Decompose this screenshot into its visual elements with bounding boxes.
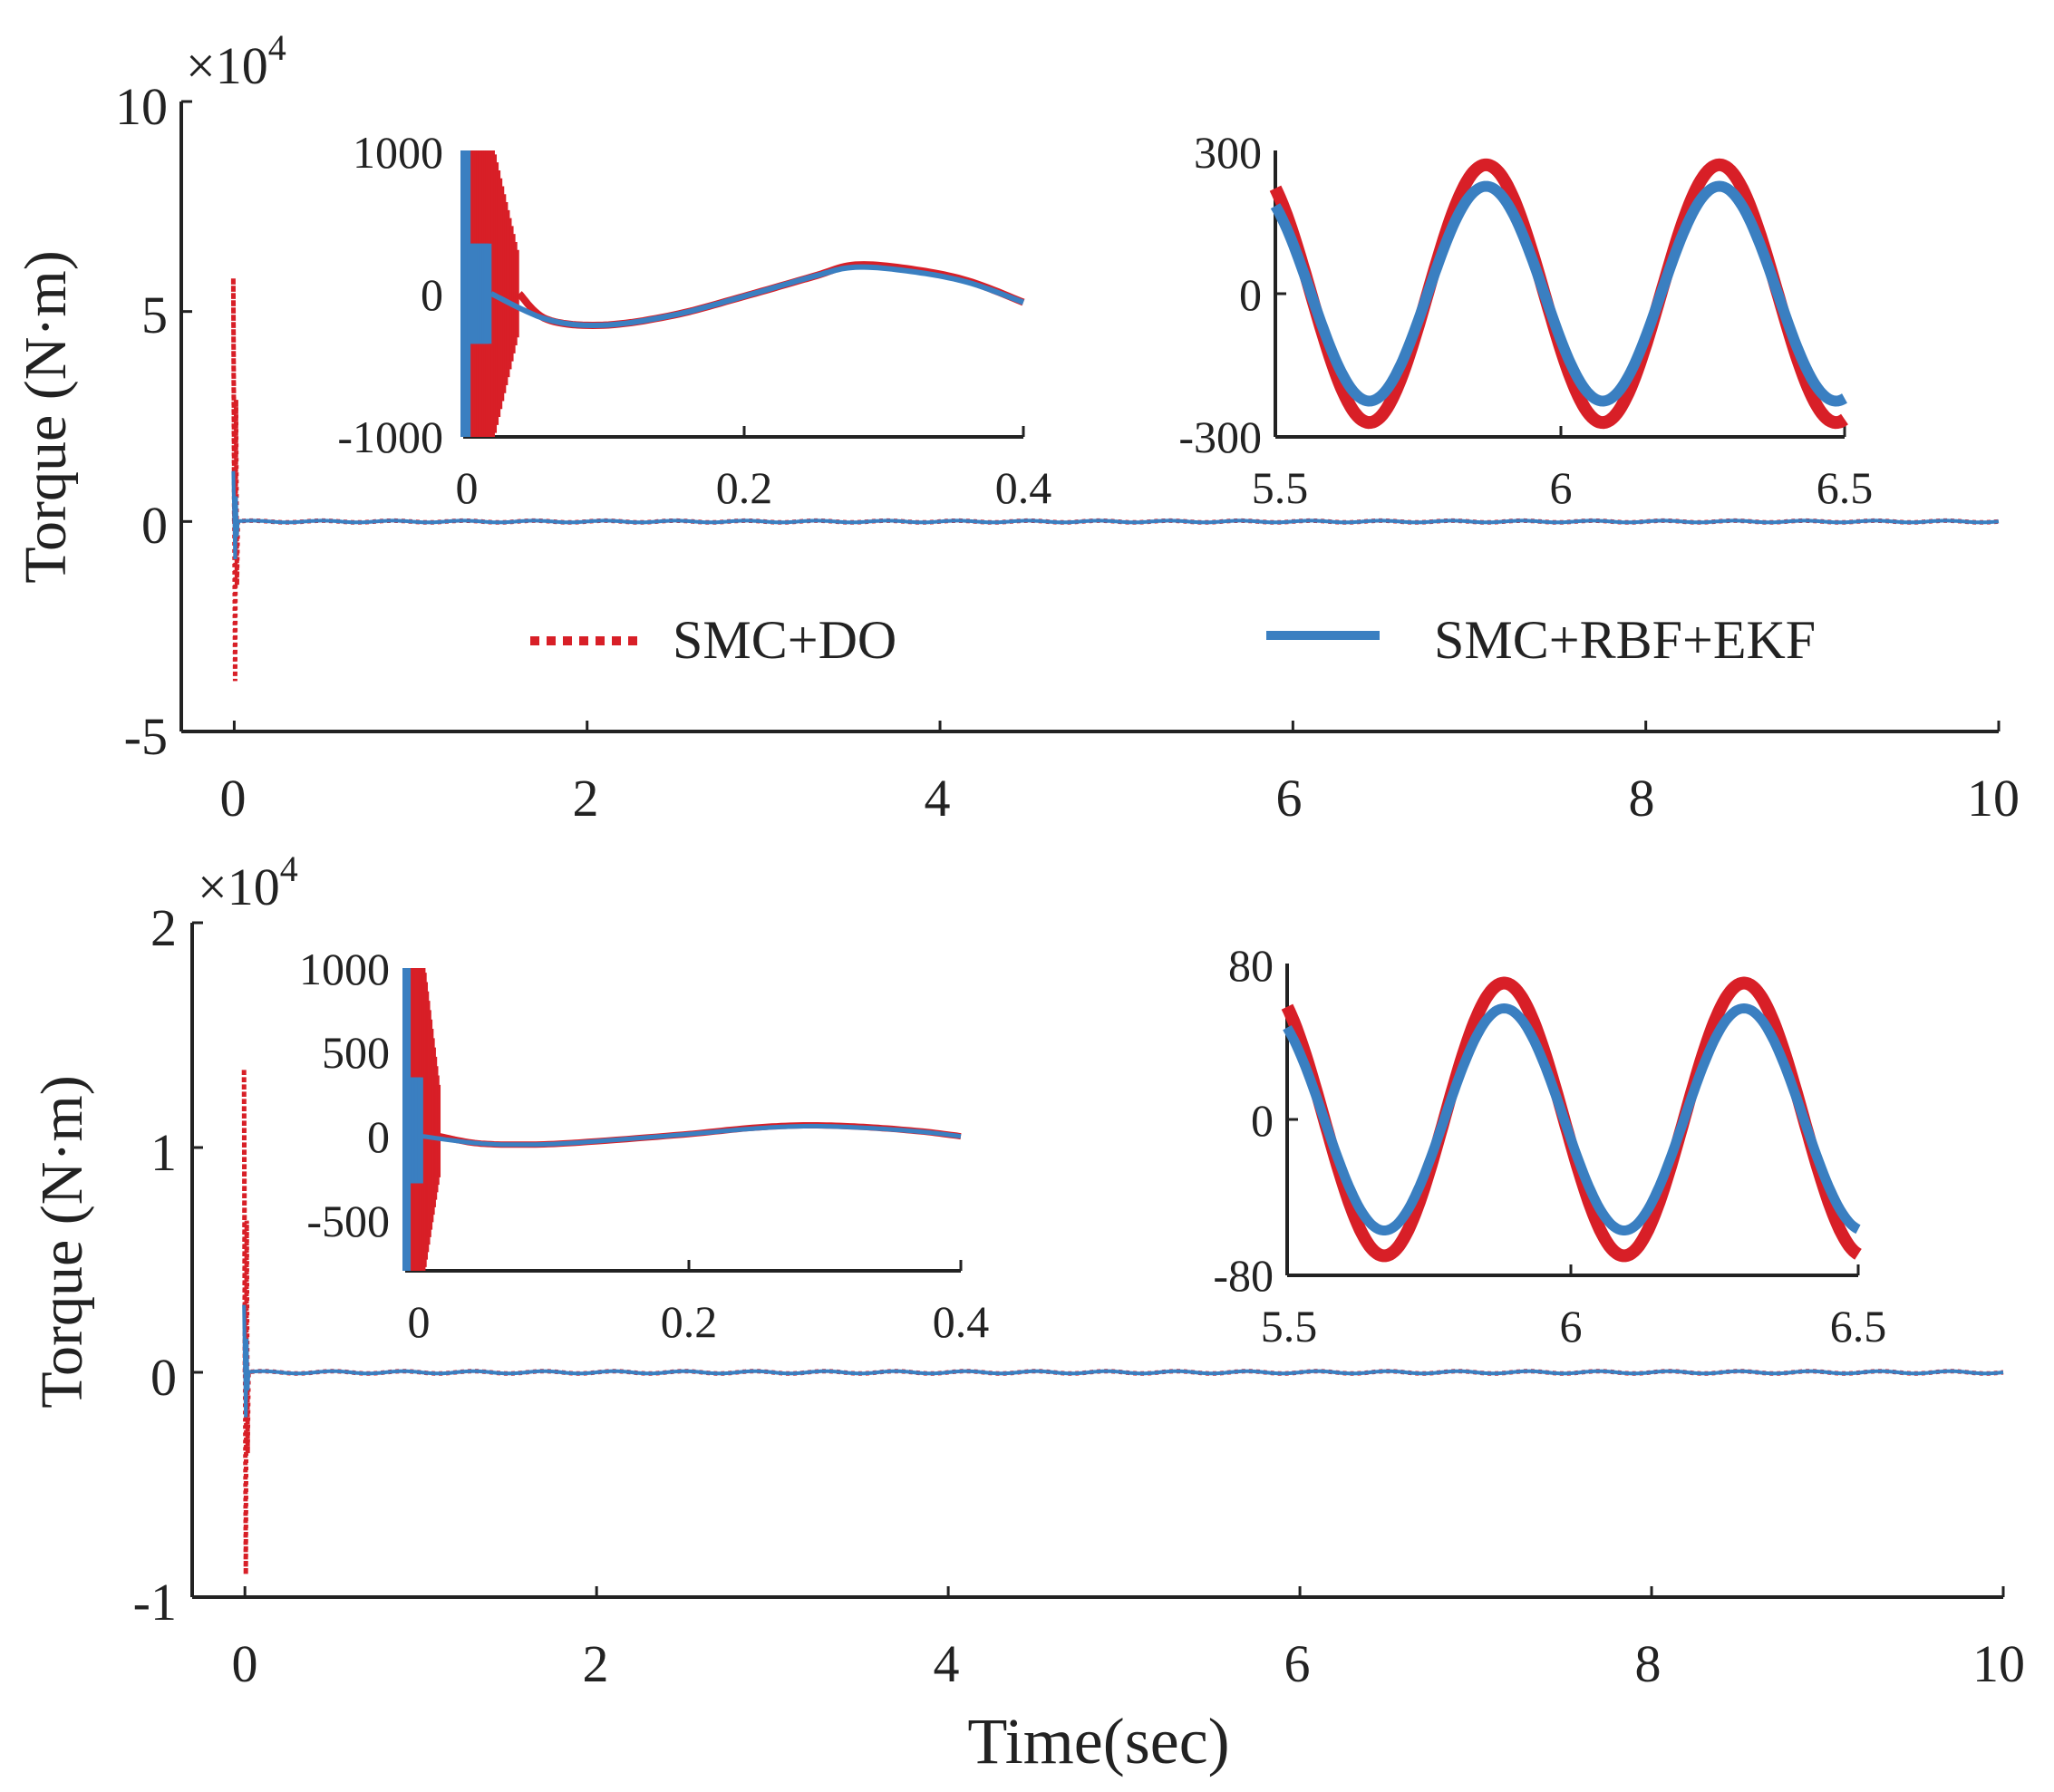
top-main-xtick-label: 0: [220, 769, 247, 828]
bottom-inset-b-xtick-label: 5.5: [1261, 1301, 1318, 1351]
bottom-main-ytick-label: -1: [133, 1573, 177, 1632]
bottom-main-plot: 2 1 0 -1 0 2 4 6 8 10 ×104 Torque (N·m) …: [29, 848, 2025, 1777]
bottom-inset-a-ytick-label: -500: [306, 1196, 390, 1246]
bottom-main-smc-rbf-ekf-line: [242, 1304, 2004, 1418]
bottom-inset-b-xtick-label: 6.5: [1830, 1301, 1887, 1351]
top-main-ytick-label: 0: [141, 496, 168, 555]
bottom-inset-b-ytick-label: 0: [1251, 1095, 1274, 1146]
top-inset-b-smc-rbf-ekf-line: [1270, 180, 1848, 407]
bottom-inset-a-xtick-label: 0.2: [661, 1296, 718, 1347]
top-main-plot: 10 5 0 -5 0 2 4 6 8 10 ×104 Torque (N·m): [13, 27, 2020, 828]
bottom-inset-a-ytick-label: 0: [367, 1111, 390, 1162]
top-main-xtick-label: 2: [573, 769, 599, 828]
bottom-inset-b-smc-rbf-ekf-line: [1283, 1003, 1861, 1235]
top-inset-b-xtick-label: 5.5: [1252, 462, 1309, 513]
legend-smc-do-label: SMC+DO: [673, 610, 896, 670]
bottom-inset-b-xtick-label: 6: [1560, 1301, 1583, 1351]
top-inset-a-smc-rbf-ekf-chatter: [460, 150, 492, 437]
top-inset-b: 300 0 -300 5.5 6 6.5: [1178, 127, 1873, 513]
bottom-main-xtick-label: 10: [1972, 1634, 2025, 1693]
top-inset-a: 1000 0 -1000 0 0.2 0.4: [337, 127, 1051, 513]
bottom-main-xtick-label: 4: [934, 1634, 960, 1693]
top-main-smc-rbf-ekf-line: [231, 470, 2000, 560]
top-main-ytick-label: 5: [141, 286, 168, 344]
top-main-xtick-label: 8: [1629, 769, 1655, 828]
top-inset-a-smc-rbf-ekf-line: [489, 264, 1025, 329]
top-inset-b-ytick-label: -300: [1178, 412, 1262, 462]
top-inset-a-ytick-label: 1000: [353, 127, 443, 178]
bottom-main-ytick-label: 1: [150, 1123, 177, 1182]
shared-x-axis-label: Time(sec): [967, 1705, 1229, 1777]
bottom-inset-a-smc-rbf-ekf-line: [421, 1123, 962, 1148]
top-main-xtick-label: 10: [1967, 769, 2020, 828]
bottom-inset-b-ytick-label: -80: [1213, 1250, 1274, 1301]
top-inset-a-xtick-label: 0.4: [995, 462, 1052, 513]
top-main-xtick-label: 4: [925, 769, 951, 828]
legend-smc-rbf-ekf-label: SMC+RBF+EKF: [1434, 610, 1816, 670]
top-inset-a-xtick-label: 0: [456, 462, 479, 513]
bottom-main-xtick-label: 8: [1635, 1634, 1662, 1693]
bottom-main-ytick-label: 0: [150, 1348, 177, 1407]
bottom-main-ytick-label: 2: [150, 898, 177, 957]
bottom-inset-a-ytick-label: 1000: [299, 944, 390, 994]
bottom-main-xtick-label: 2: [583, 1634, 609, 1693]
bottom-main-exponent: ×104: [198, 848, 298, 916]
top-inset-b-ytick-label: 0: [1239, 269, 1262, 320]
top-inset-a-xtick-label: 0.2: [716, 462, 773, 513]
bottom-inset-a-xtick-label: 0: [408, 1296, 431, 1347]
legend: SMC+DO SMC+RBF+EKF: [530, 610, 1816, 670]
bottom-inset-b: 80 0 -80 5.5 6 6.5: [1213, 940, 1886, 1351]
bottom-inset-a-smc-rbf-ekf-chatter: [402, 968, 423, 1271]
bottom-inset-a: 1000 500 0 -500 0 0.2 0.4: [299, 944, 989, 1347]
top-inset-a-ytick-label: 0: [421, 269, 443, 320]
top-main-xtick-label: 6: [1276, 769, 1303, 828]
top-inset-b-xtick-label: 6: [1550, 462, 1573, 513]
bottom-inset-a-ytick-label: 500: [322, 1027, 390, 1078]
bottom-main-xtick-label: 6: [1284, 1634, 1311, 1693]
top-inset-b-ytick-label: 300: [1194, 127, 1262, 178]
bottom-main-xtick-label: 0: [232, 1634, 258, 1693]
bottom-inset-a-xtick-label: 0.4: [933, 1296, 990, 1347]
top-main-ytick-label: 10: [115, 77, 168, 136]
top-main-exponent: ×104: [186, 27, 286, 95]
bottom-main-ylabel: Torque (N·m): [29, 1075, 95, 1408]
top-main-ylabel: Torque (N·m): [13, 250, 79, 583]
bottom-inset-b-ytick-label: 80: [1228, 940, 1274, 991]
top-main-ytick-label: -5: [124, 707, 168, 766]
top-inset-a-ytick-label: -1000: [337, 412, 443, 462]
top-inset-b-xtick-label: 6.5: [1817, 462, 1874, 513]
